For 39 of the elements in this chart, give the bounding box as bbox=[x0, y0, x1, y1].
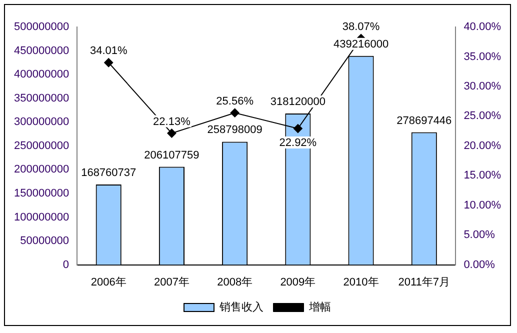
legend-label: 增幅 bbox=[308, 302, 331, 314]
y-tick-label: 100000000 bbox=[14, 211, 70, 224]
data-label: 168760737 bbox=[81, 167, 136, 180]
y2-tick-label: 5.00% bbox=[464, 229, 496, 242]
y2-tick-label: 40.00% bbox=[464, 21, 502, 34]
y-tick-label: 350000000 bbox=[14, 92, 70, 104]
y2-tick-label: 20.00% bbox=[464, 140, 502, 152]
y-tick-label: 300000000 bbox=[14, 116, 70, 128]
y2-tick-label: 30.00% bbox=[464, 80, 502, 92]
y2-tick-label: 15.00% bbox=[464, 170, 502, 182]
y-tick-label: 150000000 bbox=[14, 187, 70, 200]
x-tick-label: 2011年7月 bbox=[398, 276, 450, 288]
x-tick-label: 2010年 bbox=[343, 276, 379, 288]
y-tick-label: 400000000 bbox=[14, 68, 70, 81]
y-tick-label: 250000000 bbox=[14, 140, 70, 152]
x-tick-label: 2009年 bbox=[280, 276, 316, 288]
y-tick-label: 200000000 bbox=[14, 164, 70, 176]
data-label: 258798009 bbox=[207, 124, 262, 136]
data-label: 318120000 bbox=[270, 96, 326, 108]
data-label: 206107759 bbox=[144, 149, 200, 162]
y2-tick-label: 35.00% bbox=[464, 50, 502, 63]
y2-tick-label: 0.00% bbox=[464, 258, 496, 271]
y-tick-label: 450000000 bbox=[14, 44, 70, 57]
data-label: 38.07% bbox=[342, 21, 380, 34]
data-label: 25.56% bbox=[216, 95, 254, 108]
legend-label: 销售收入 bbox=[218, 300, 264, 314]
data-label: 34.01% bbox=[90, 45, 128, 58]
y-tick-label: 0 bbox=[62, 258, 70, 271]
data-label: 278697446 bbox=[396, 114, 452, 127]
x-tick-label: 2006年 bbox=[90, 276, 126, 288]
y2-tick-label: 10.00% bbox=[464, 199, 502, 212]
data-label: 22.92% bbox=[279, 137, 317, 150]
y-tick-label: 500000000 bbox=[14, 21, 70, 34]
data-label: 22.13% bbox=[153, 116, 191, 128]
y-tick-label: 50000000 bbox=[20, 235, 70, 248]
data-label: 439216000 bbox=[334, 38, 389, 50]
x-tick-label: 2007年 bbox=[154, 276, 190, 288]
y2-tick-label: 25.00% bbox=[464, 110, 502, 122]
x-tick-label: 2008年 bbox=[217, 276, 253, 288]
